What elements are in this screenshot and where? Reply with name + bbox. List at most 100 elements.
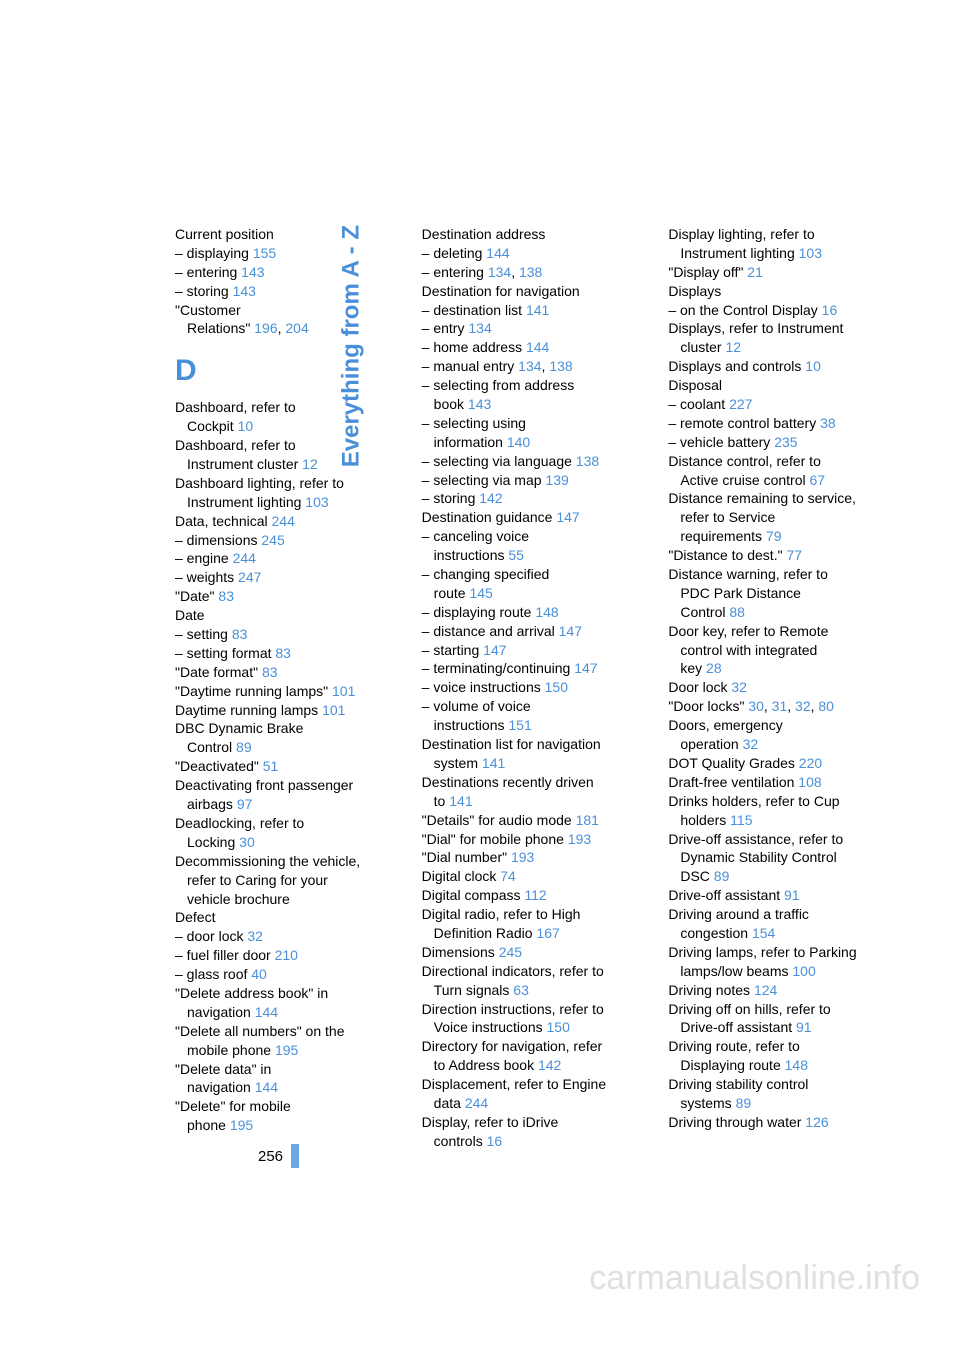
page-ref[interactable]: 147 xyxy=(559,623,582,639)
page-ref[interactable]: 204 xyxy=(285,320,308,336)
page-ref[interactable]: 124 xyxy=(754,982,777,998)
page-ref[interactable]: 181 xyxy=(576,812,599,828)
page-ref[interactable]: 79 xyxy=(766,528,782,544)
page-ref[interactable]: 74 xyxy=(500,868,516,884)
page-ref[interactable]: 97 xyxy=(237,796,253,812)
page-ref[interactable]: 139 xyxy=(545,472,568,488)
page-ref[interactable]: 195 xyxy=(230,1117,253,1133)
page-ref[interactable]: 138 xyxy=(576,453,599,469)
page-ref[interactable]: 148 xyxy=(535,604,558,620)
page-ref[interactable]: 77 xyxy=(786,547,802,563)
index-entry: – door lock 32 xyxy=(175,927,402,946)
page-ref[interactable]: 10 xyxy=(805,358,821,374)
page-ref[interactable]: 144 xyxy=(255,1004,278,1020)
page-ref[interactable]: 227 xyxy=(729,396,752,412)
page-ref[interactable]: 220 xyxy=(799,755,822,771)
page-ref[interactable]: 101 xyxy=(322,702,345,718)
page-ref[interactable]: 167 xyxy=(536,925,559,941)
page-ref[interactable]: 32 xyxy=(731,679,747,695)
page-ref[interactable]: 144 xyxy=(486,245,509,261)
page-ref[interactable]: 144 xyxy=(526,339,549,355)
page-ref[interactable]: 12 xyxy=(725,339,741,355)
page-ref[interactable]: 32 xyxy=(795,698,811,714)
page-ref[interactable]: 142 xyxy=(538,1057,561,1073)
page-ref[interactable]: 32 xyxy=(247,928,263,944)
page-ref[interactable]: 210 xyxy=(275,947,298,963)
page-ref[interactable]: 100 xyxy=(792,963,815,979)
page-ref[interactable]: 235 xyxy=(774,434,797,450)
page-ref[interactable]: 12 xyxy=(302,456,318,472)
page-ref[interactable]: 115 xyxy=(730,812,752,828)
page-ref[interactable]: 150 xyxy=(547,1019,570,1035)
page-ref[interactable]: 10 xyxy=(238,418,254,434)
page-ref[interactable]: 101 xyxy=(332,683,355,699)
page-ref[interactable]: 89 xyxy=(736,1095,752,1111)
page-ref[interactable]: 80 xyxy=(818,698,834,714)
page-ref[interactable]: 89 xyxy=(714,868,730,884)
page-ref[interactable]: 55 xyxy=(508,547,524,563)
page-ref[interactable]: 30 xyxy=(748,698,764,714)
page-ref[interactable]: 244 xyxy=(465,1095,488,1111)
page-ref[interactable]: 83 xyxy=(232,626,248,642)
entry-text: Deadlocking, refer to xyxy=(175,815,304,831)
page-ref[interactable]: 134 xyxy=(468,320,491,336)
page-ref[interactable]: 89 xyxy=(236,739,252,755)
page-ref[interactable]: 147 xyxy=(574,660,597,676)
page-ref[interactable]: 147 xyxy=(556,509,579,525)
page-ref[interactable]: 142 xyxy=(479,490,502,506)
page-ref[interactable]: 245 xyxy=(261,532,284,548)
page-ref[interactable]: 63 xyxy=(513,982,529,998)
page-ref[interactable]: 150 xyxy=(545,679,568,695)
page-ref[interactable]: 244 xyxy=(233,550,256,566)
page-ref[interactable]: 21 xyxy=(747,264,763,280)
page-ref[interactable]: 103 xyxy=(799,245,822,261)
page-ref[interactable]: 88 xyxy=(729,604,745,620)
page-ref[interactable]: 16 xyxy=(822,302,838,318)
page-ref[interactable]: 151 xyxy=(508,717,531,733)
page-ref[interactable]: 154 xyxy=(752,925,775,941)
page-ref[interactable]: 112 xyxy=(524,887,546,903)
page-ref[interactable]: 244 xyxy=(272,513,295,529)
page-ref[interactable]: 83 xyxy=(218,588,234,604)
page-ref[interactable]: 138 xyxy=(519,264,542,280)
page-ref[interactable]: 143 xyxy=(241,264,264,280)
page-ref[interactable]: 145 xyxy=(469,585,492,601)
page-ref[interactable]: 143 xyxy=(233,283,256,299)
entry-text: information xyxy=(434,434,507,450)
page-ref[interactable]: 143 xyxy=(468,396,491,412)
page-ref[interactable]: 144 xyxy=(255,1079,278,1095)
page-ref[interactable]: 30 xyxy=(239,834,255,850)
page-ref[interactable]: 148 xyxy=(785,1057,808,1073)
page-ref[interactable]: 108 xyxy=(798,774,821,790)
page-ref[interactable]: 83 xyxy=(275,645,291,661)
page-ref[interactable]: 38 xyxy=(820,415,836,431)
page-ref[interactable]: 247 xyxy=(238,569,261,585)
page-ref[interactable]: 126 xyxy=(805,1114,828,1130)
page-ref[interactable]: 195 xyxy=(275,1042,298,1058)
page-ref[interactable]: 141 xyxy=(449,793,472,809)
page-ref[interactable]: 16 xyxy=(487,1133,503,1149)
index-entry: instructions 151 xyxy=(422,716,649,735)
page-ref[interactable]: 91 xyxy=(784,887,800,903)
page-ref[interactable]: 31 xyxy=(772,698,788,714)
page-ref[interactable]: 196 xyxy=(254,320,277,336)
page-ref[interactable]: 134 xyxy=(518,358,541,374)
page-ref[interactable]: 40 xyxy=(251,966,267,982)
page-ref[interactable]: 155 xyxy=(253,245,276,261)
page-ref[interactable]: 134 xyxy=(488,264,511,280)
page-ref[interactable]: 141 xyxy=(482,755,505,771)
page-ref[interactable]: 32 xyxy=(743,736,759,752)
page-ref[interactable]: 83 xyxy=(262,664,278,680)
page-ref[interactable]: 91 xyxy=(796,1019,812,1035)
page-ref[interactable]: 28 xyxy=(706,660,722,676)
page-ref[interactable]: 67 xyxy=(810,472,826,488)
page-ref[interactable]: 193 xyxy=(511,849,534,865)
page-ref[interactable]: 51 xyxy=(263,758,279,774)
page-ref[interactable]: 141 xyxy=(526,302,549,318)
page-ref[interactable]: 147 xyxy=(483,642,506,658)
page-ref[interactable]: 140 xyxy=(507,434,530,450)
page-ref[interactable]: 103 xyxy=(305,494,328,510)
page-ref[interactable]: 245 xyxy=(499,944,522,960)
page-ref[interactable]: 138 xyxy=(549,358,572,374)
page-ref[interactable]: 193 xyxy=(568,831,591,847)
